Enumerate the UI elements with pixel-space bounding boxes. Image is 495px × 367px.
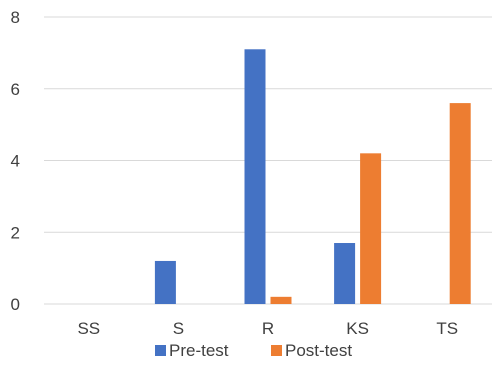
legend-label: Pre-test	[169, 341, 229, 360]
x-axis-categories: SS S R KS TS	[77, 319, 458, 338]
legend-swatch	[271, 345, 282, 356]
y-tick-label: 4	[11, 152, 20, 171]
x-category-label: R	[262, 319, 274, 338]
x-category-label: S	[173, 319, 184, 338]
y-axis-ticks: 0 2 4 6 8	[11, 8, 20, 314]
legend-swatch	[155, 345, 166, 356]
bar-post-test-ks	[360, 153, 382, 304]
bar-post-test-r	[270, 296, 292, 304]
x-category-label: SS	[77, 319, 100, 338]
legend-label: Post-test	[285, 341, 352, 360]
y-tick-label: 0	[11, 295, 20, 314]
bar-pre-test-ks	[334, 243, 356, 304]
bar-post-test-ts	[449, 103, 471, 304]
x-category-label: KS	[346, 319, 369, 338]
gridlines	[44, 16, 492, 305]
bars	[154, 49, 471, 304]
legend: Pre-test Post-test	[155, 341, 352, 360]
bar-pre-test-s	[154, 260, 176, 304]
y-tick-label: 8	[11, 8, 20, 27]
y-tick-label: 2	[11, 223, 20, 242]
bar-pre-test-r	[244, 49, 266, 304]
y-tick-label: 6	[11, 80, 20, 99]
x-category-label: TS	[436, 319, 458, 338]
